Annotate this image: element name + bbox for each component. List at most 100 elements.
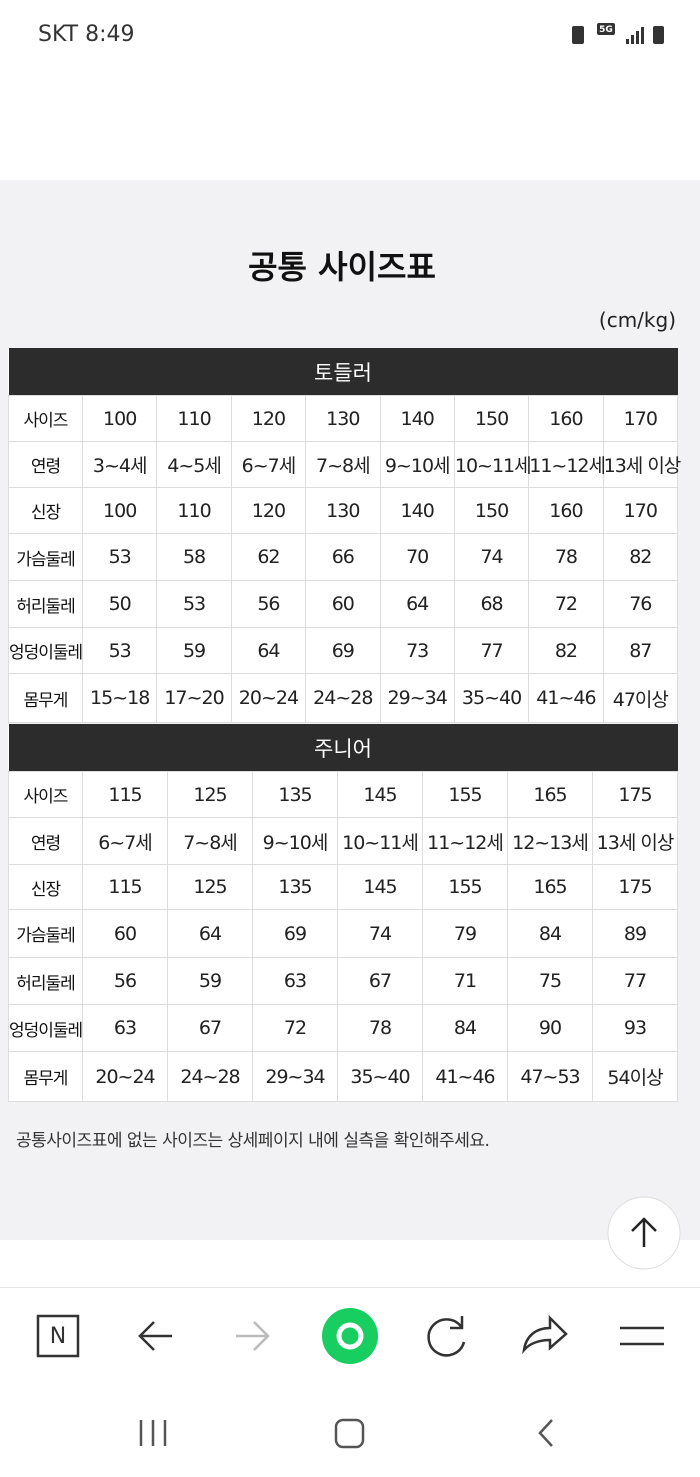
cell: 69 <box>252 909 338 958</box>
cell: 47~53 <box>507 1051 593 1102</box>
cell: 47이상 <box>602 673 679 723</box>
share-button[interactable] <box>522 1314 568 1355</box>
cell: 74 <box>337 909 423 958</box>
cell: 90 <box>507 1004 593 1052</box>
recent-apps[interactable] <box>139 1420 167 1446</box>
home[interactable] <box>334 1418 365 1449</box>
back[interactable] <box>538 1419 553 1447</box>
cell: 77 <box>453 627 530 674</box>
cell: 63 <box>82 1004 168 1052</box>
home-button[interactable]: N <box>36 1314 80 1358</box>
table-row: 연령 6~7세 7~8세 9~10세 10~11세 11~12세 12~13세 13세 이상 <box>8 817 678 865</box>
row-label: 연령 <box>8 441 83 488</box>
cell: 58 <box>156 533 232 581</box>
cell: 175 <box>592 864 678 910</box>
cell: 11~12세 <box>422 817 508 865</box>
time: 8:49 <box>85 22 135 47</box>
row-label: 사이즈 <box>8 395 83 442</box>
cell: 73 <box>379 627 455 674</box>
menu-button[interactable] <box>620 1326 664 1346</box>
cell: 53 <box>81 533 158 581</box>
cell: 66 <box>305 533 381 581</box>
cell: 63 <box>252 957 338 1005</box>
scroll-top-button[interactable] <box>606 1195 682 1271</box>
cell: 100 <box>81 395 158 442</box>
row-label: 가슴둘레 <box>8 909 83 958</box>
cell: 75 <box>507 957 593 1005</box>
cell: 170 <box>602 395 679 442</box>
cell: 20~24 <box>230 673 307 723</box>
system-nav <box>139 1418 553 1449</box>
cell: 120 <box>230 395 307 442</box>
cell: 13세 이상 <box>592 817 678 865</box>
cell: 3~4세 <box>81 441 158 488</box>
cell: 7~8세 <box>167 817 253 865</box>
cell: 130 <box>305 395 381 442</box>
section-header-row: 토들러 <box>8 348 678 396</box>
cell: 110 <box>156 487 232 534</box>
row-label: 연령 <box>8 817 83 865</box>
cell: 135 <box>252 864 338 910</box>
table-row: 몸무게 20~24 24~28 29~34 35~40 41~46 47~53 54이상 <box>8 1051 678 1102</box>
cell: 155 <box>422 864 508 910</box>
cell: 60 <box>82 909 168 958</box>
content: 공통 사이즈표 (cm/kg) 공통사이즈표에 없는 사이즈는 상세페이지 내에… <box>0 180 700 1240</box>
cell: 13세 이상 <box>602 441 681 488</box>
back-button[interactable] <box>138 1321 172 1351</box>
cell: 15~18 <box>81 673 158 723</box>
cell: 125 <box>167 771 253 818</box>
cell: 6~7세 <box>82 817 168 865</box>
cell: 17~20 <box>156 673 232 723</box>
cell: 50 <box>81 580 158 628</box>
cell: 145 <box>337 864 423 910</box>
forward-button[interactable] <box>236 1321 270 1351</box>
cell: 41~46 <box>528 673 604 723</box>
cell: 59 <box>167 957 253 1005</box>
logo: N <box>50 1324 66 1349</box>
row-label: 엉덩이둘레 <box>8 627 83 674</box>
row-label: 허리둘레 <box>8 580 83 628</box>
cell: 120 <box>230 487 307 534</box>
cell: 78 <box>337 1004 423 1052</box>
green-dot-button[interactable] <box>322 1308 378 1364</box>
section-header: 토들러 <box>8 348 678 396</box>
cell: 170 <box>602 487 679 534</box>
cell: 20~24 <box>82 1051 168 1102</box>
row-label: 신장 <box>8 864 83 910</box>
cell: 4~5세 <box>156 441 232 488</box>
carrier: SKT <box>38 22 79 47</box>
cell: 89 <box>592 909 678 958</box>
cell: 100 <box>81 487 158 534</box>
cell: 64 <box>167 909 253 958</box>
cell: 79 <box>422 909 508 958</box>
reload-button[interactable] <box>427 1316 466 1357</box>
cell: 12~13세 <box>507 817 593 865</box>
table-row: 사이즈 100 110 120 130 140 150 160 170 <box>8 395 679 442</box>
cell: 115 <box>82 771 168 818</box>
cell: 82 <box>602 533 679 581</box>
table-row: 가슴둘레 60 64 69 74 79 84 89 <box>8 909 678 958</box>
cell: 70 <box>379 533 455 581</box>
row-label: 엉덩이둘레 <box>8 1004 83 1052</box>
cell: 87 <box>602 627 679 674</box>
row-label: 몸무게 <box>8 673 83 723</box>
cell: 140 <box>379 395 455 442</box>
cell: 165 <box>507 771 593 818</box>
cell: 9~10세 <box>379 441 455 488</box>
status-icons: 5G <box>572 23 664 44</box>
note: 공통사이즈표에 없는 사이즈는 상세페이지 내에 실측을 확인해주세요. <box>16 1131 490 1151</box>
cell: 64 <box>230 627 307 674</box>
cell: 130 <box>305 487 381 534</box>
cell: 84 <box>507 909 593 958</box>
cell: 72 <box>528 580 604 628</box>
browser-toolbar: N <box>0 1287 700 1388</box>
status-bar: SKT 8:49 5G <box>0 0 700 70</box>
table-row: 신장 115 125 135 145 155 165 175 <box>8 864 678 910</box>
cell: 6~7세 <box>230 441 307 488</box>
section-header: 주니어 <box>8 724 678 772</box>
table-row: 가슴둘레 53 58 62 66 70 74 78 82 <box>8 533 679 581</box>
cell: 67 <box>167 1004 253 1052</box>
cell: 150 <box>453 395 530 442</box>
cell: 10~11세 <box>337 817 423 865</box>
